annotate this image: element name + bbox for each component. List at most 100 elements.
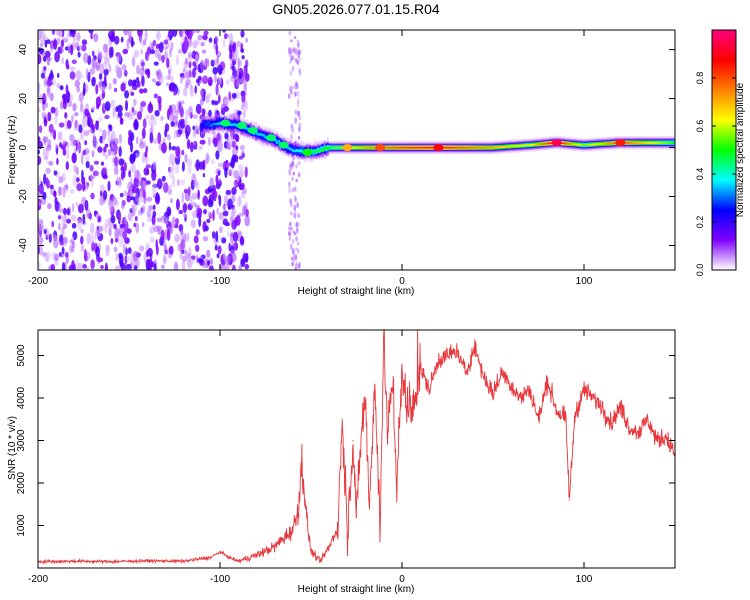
heatmap-noise-mark — [56, 82, 60, 89]
heatmap-noise-mark — [71, 203, 75, 213]
heatmap-noise-mark — [143, 88, 148, 94]
heatmap-noise-mark — [163, 45, 169, 51]
heatmap-noise-mark — [170, 121, 175, 127]
heatmap-noise-mark — [224, 132, 229, 140]
heatmap-noise-mark — [81, 39, 88, 46]
heatmap-noise-mark — [80, 134, 84, 142]
heatmap-noise-mark — [107, 180, 111, 192]
heatmap-noise-mark — [71, 152, 77, 164]
heatmap-noise-mark — [149, 204, 153, 210]
heatmap-noise-mark — [120, 117, 124, 125]
heatmap-noise-mark — [54, 253, 59, 261]
heatmap-noise-mark — [217, 162, 224, 167]
heatmap-noise-mark — [48, 160, 54, 166]
heatmap-noise-mark — [48, 123, 54, 134]
heatmap-noise-mark — [99, 80, 102, 88]
heatmap-noise-mark — [60, 47, 64, 53]
heatmap-noise-mark — [297, 136, 301, 140]
heatmap-noise-mark — [152, 78, 156, 83]
heatmap-noise-mark — [46, 144, 52, 151]
heatmap-noise-mark — [182, 202, 188, 213]
snr-data-point — [328, 546, 330, 548]
heatmap-ridge-mark — [277, 139, 281, 143]
snr-data-point — [419, 367, 421, 369]
heatmap-ridge-peak — [247, 126, 258, 134]
heatmap-noise-mark — [98, 73, 103, 80]
snr-plot-area — [38, 330, 675, 568]
heatmap-noise-mark — [288, 227, 291, 230]
heatmap-noise-mark — [45, 257, 50, 263]
heatmap-noise-mark — [216, 253, 220, 259]
heatmap-noise-mark — [222, 38, 226, 48]
heatmap-noise-mark — [195, 159, 200, 172]
snr-data-point — [574, 414, 576, 416]
heatmap-noise-mark — [116, 52, 122, 63]
heatmap-noise-mark — [182, 87, 188, 97]
heatmap-ridge-mark — [262, 134, 266, 137]
heatmap-noise-mark — [161, 54, 165, 63]
heatmap-noise-mark — [202, 34, 208, 40]
heatmap-noise-mark — [188, 105, 193, 117]
heatmap-noise-mark — [158, 73, 164, 85]
heatmap-noise-mark — [215, 83, 219, 96]
heatmap-noise-mark — [76, 183, 83, 192]
colorbar-gradient — [711, 29, 737, 271]
heatmap-noise-mark — [90, 31, 94, 40]
heatmap-noise-mark — [163, 39, 169, 45]
heatmap-noise-mark — [126, 38, 130, 50]
heatmap-noise-mark — [291, 85, 294, 90]
colorbar-tick-label: 0.2 — [695, 216, 705, 229]
heatmap-noise-mark — [44, 155, 49, 161]
heatmap-noise-mark — [81, 169, 84, 180]
heatmap-noise-mark — [120, 36, 124, 43]
heatmap-noise-mark — [289, 53, 293, 58]
snr-data-point — [638, 431, 640, 433]
heatmap-noise-mark — [38, 53, 42, 65]
snr-data-point — [337, 524, 339, 527]
heatmap-noise-mark — [38, 245, 41, 255]
heatmap-noise-mark — [238, 72, 242, 80]
heatmap-noise-mark — [211, 192, 215, 201]
heatmap-noise-mark — [289, 243, 293, 250]
heatmap-noise-mark — [298, 161, 301, 166]
heatmap-noise-mark — [104, 101, 111, 112]
heatmap-noise-mark — [288, 231, 292, 238]
snr-data-point — [601, 405, 603, 408]
heatmap-noise-mark — [287, 93, 291, 99]
heatmap-noise-mark — [152, 160, 157, 171]
heatmap-noise-mark — [171, 216, 176, 229]
heatmap-noise-mark — [77, 218, 83, 231]
heatmap-noise-mark — [64, 251, 69, 258]
heatmap-noise-mark — [185, 130, 189, 140]
heatmap-noise-mark — [141, 75, 145, 87]
heatmap-noise-mark — [215, 150, 220, 160]
snr-data-point — [146, 560, 148, 562]
heatmap-noise-mark — [240, 182, 245, 190]
heatmap-noise-mark — [231, 187, 237, 195]
heatmap-noise-mark — [238, 169, 244, 178]
heatmap-noise-mark — [131, 202, 138, 214]
heatmap-noise-mark — [63, 207, 67, 216]
heatmap-noise-mark — [297, 110, 300, 117]
heatmap-noise-mark — [232, 264, 236, 270]
heatmap-noise-mark — [169, 112, 175, 124]
heatmap-noise-mark — [288, 221, 292, 227]
heatmap-noise-mark — [47, 203, 52, 210]
heatmap-noise-mark — [290, 211, 293, 216]
heatmap-noise-mark — [291, 65, 295, 72]
heatmap-noise-mark — [194, 85, 197, 94]
heatmap-noise-mark — [296, 39, 300, 43]
heatmap-noise-mark — [126, 255, 130, 263]
heatmap-noise-mark — [90, 105, 96, 111]
snr-data-point — [647, 418, 649, 420]
heatmap-noise-mark — [58, 186, 62, 197]
heatmap-noise-mark — [53, 190, 57, 197]
snr-data-point — [492, 393, 494, 395]
heatmap-noise-mark — [141, 204, 146, 214]
heatmap-noise-mark — [117, 111, 123, 118]
heatmap-noise-mark — [231, 154, 237, 163]
heatmap-noise-mark — [83, 130, 90, 137]
chart-title: GN05.2026.077.01.15.R04 — [272, 1, 440, 17]
snr-x-tick-label: 100 — [576, 574, 593, 585]
heatmap-noise-mark — [45, 167, 51, 174]
